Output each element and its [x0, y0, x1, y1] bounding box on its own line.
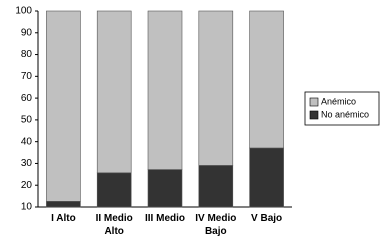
legend-label: Anémico — [321, 96, 356, 106]
bar — [46, 10, 81, 202]
legend-swatch — [309, 97, 319, 107]
y-tick-label: 100 — [15, 6, 32, 17]
y-tick-label: 90 — [21, 27, 33, 38]
bar — [46, 201, 81, 208]
y-tick-label: 50 — [21, 115, 33, 126]
y-tick-label: 30 — [21, 158, 33, 169]
bar — [198, 165, 234, 208]
legend-box — [304, 91, 380, 126]
legend-label: No anémico — [321, 109, 369, 119]
x-tick-label: V Bajo — [251, 213, 283, 224]
bar — [147, 169, 183, 208]
bar — [198, 10, 234, 166]
y-tick-label: 10 — [21, 202, 33, 213]
legend-swatch — [309, 110, 319, 120]
bar — [249, 147, 284, 208]
y-tick-label: 40 — [21, 136, 33, 147]
legend: Anémico No anémico — [304, 91, 380, 126]
y-tick-label: 70 — [21, 71, 33, 82]
bar — [96, 172, 132, 208]
x-tick-label: IV Medio Bajo — [195, 213, 237, 237]
y-tick-label: 60 — [21, 93, 33, 104]
bar — [147, 10, 183, 170]
x-tick-label: III Medio — [145, 213, 185, 224]
bar — [96, 10, 132, 174]
x-tick-label: I Alto — [51, 213, 76, 224]
x-tick-label: II Medio Alto — [95, 213, 133, 237]
y-tick-label: 80 — [21, 49, 33, 60]
bar — [249, 10, 284, 149]
y-tick-label: 20 — [21, 180, 33, 191]
